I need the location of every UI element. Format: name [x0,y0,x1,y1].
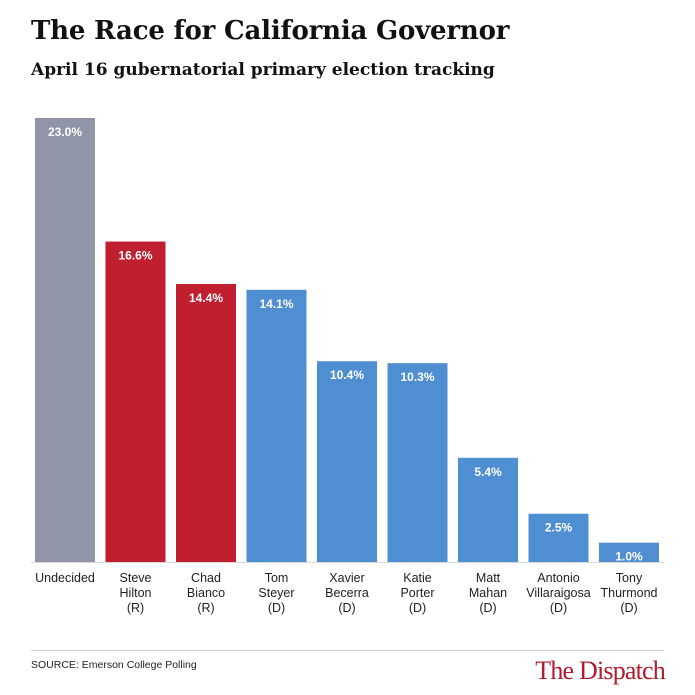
chart-subtitle: April 16 gubernatorial primary election … [31,60,495,80]
category-label: (D) [550,601,567,615]
brand-logo: The Dispatch [535,656,666,685]
bar [599,542,659,562]
category-label: Xavier [329,571,364,585]
category-label: (D) [620,601,637,615]
category-label: (D) [479,601,496,615]
bar [387,363,448,562]
category-label: Steve [120,571,152,585]
category-label: Undecided [35,571,95,585]
category-label: Thurmond [601,586,658,600]
bar-value-label: 5.4% [474,465,502,479]
bar [528,513,589,562]
chart-title: The Race for California Governor [31,16,510,46]
bar [176,284,236,562]
category-label: Tom [265,571,289,585]
category-label: Villaraigosa [526,586,590,600]
category-label: Bianco [187,586,225,600]
category-label: Tony [616,571,643,585]
bar-value-label: 10.4% [330,368,364,382]
category-label: Matt [476,571,501,585]
category-label: (R) [197,601,214,615]
category-label: (D) [338,601,355,615]
bar [246,289,307,562]
category-label: Becerra [325,586,369,600]
bar-value-label: 1.0% [615,550,643,564]
bar [317,361,377,562]
bar-value-label: 10.3% [400,370,434,384]
category-label: Antonio [537,571,579,585]
category-label: Katie [403,571,432,585]
bar [105,241,166,562]
bar [35,118,95,562]
category-label: Chad [191,571,221,585]
category-label: Steyer [258,586,294,600]
footer-divider [31,650,664,651]
category-label: Hilton [120,586,152,600]
bar-value-label: 2.5% [545,521,573,535]
category-label: (D) [409,601,426,615]
category-label: Mahan [469,586,507,600]
bar-value-label: 14.4% [189,291,223,305]
category-label: (R) [127,601,144,615]
source-note: SOURCE: Emerson College Polling [31,659,197,671]
category-label: Porter [400,586,434,600]
category-label: (D) [268,601,285,615]
bar-value-label: 23.0% [48,125,82,139]
bar [458,457,518,562]
bar-value-label: 14.1% [259,297,293,311]
bar-value-label: 16.6% [118,249,152,263]
